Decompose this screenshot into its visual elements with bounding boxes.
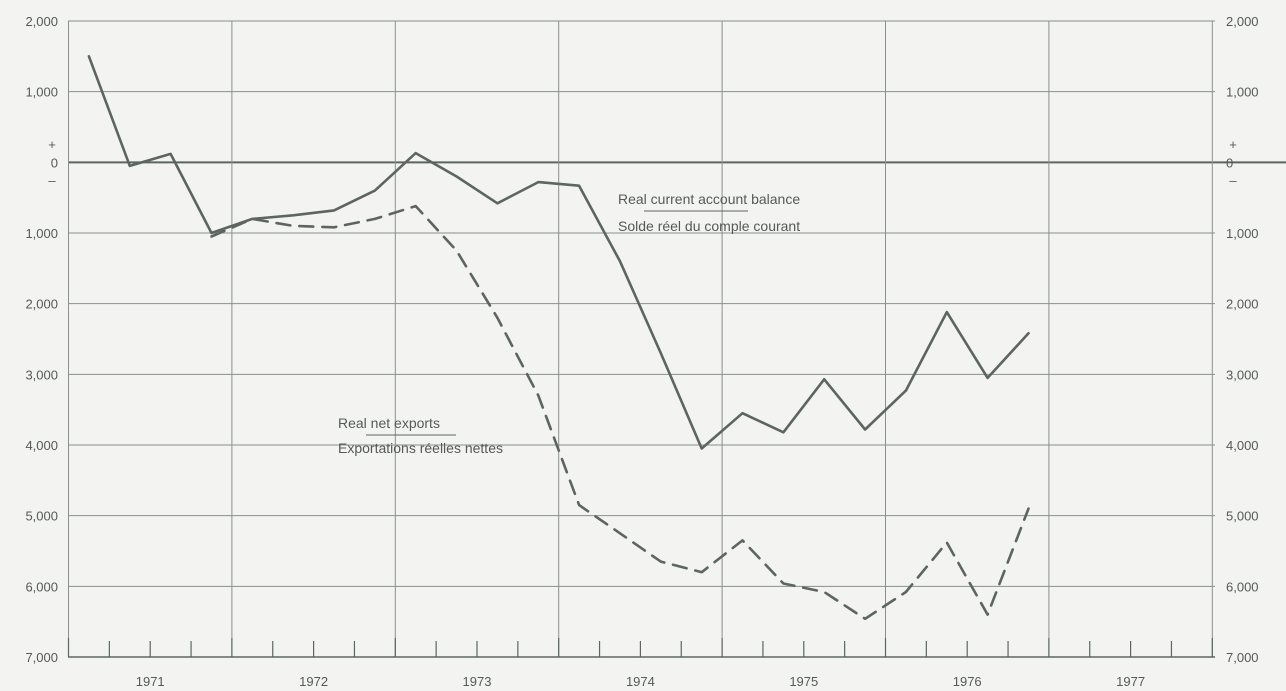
y-tick-label-left: 6,000 <box>25 579 58 594</box>
y-tick-label-left: 2,000 <box>25 14 58 29</box>
net-exports-label-fr: Exportations réelles nettes <box>338 440 503 456</box>
x-tick-label: 1972 <box>299 674 328 689</box>
net-exports-annotation: Real net exports Exportations réelles ne… <box>338 415 503 456</box>
y-tick-label-left: 4,000 <box>25 438 58 453</box>
plus-sign-right: + <box>1229 137 1237 152</box>
y-tick-label-right: 1,000 <box>1226 226 1259 241</box>
current-account-label-fr: Solde réel du comple courant <box>618 218 800 234</box>
y-tick-label-left: 1,000 <box>25 226 58 241</box>
minus-sign-right: – <box>1229 173 1237 188</box>
net-exports-label-en: Real net exports <box>338 415 440 431</box>
x-tick-label: 1973 <box>463 674 492 689</box>
y-tick-label-right: 1,000 <box>1226 85 1259 100</box>
minus-sign-left: – <box>48 173 56 188</box>
current-account-label-en: Real current account balance <box>618 191 800 207</box>
y-tick-label-right: 3,000 <box>1226 367 1259 382</box>
y-tick-label-left: 2,000 <box>25 297 58 312</box>
axes: 2,000 2,000 1,000 1,000 0 0 1,000 1,000 2,000 2,0… <box>25 14 1258 689</box>
y-tick-label-right: 2,000 <box>1226 297 1259 312</box>
x-tick-label: 1976 <box>953 674 982 689</box>
x-tick-label: 1975 <box>789 674 818 689</box>
y-tick-label-left: 5,000 <box>25 509 58 524</box>
y-tick-label-left: 3,000 <box>25 367 58 382</box>
plus-sign-left: + <box>48 137 56 152</box>
y-tick-label-right: 5,000 <box>1226 509 1259 524</box>
x-tick-label: 1971 <box>136 674 165 689</box>
y-tick-label-left: 7,000 <box>25 650 58 665</box>
current-account-annotation: Real current account balance Solde réel … <box>618 191 800 234</box>
series-lines <box>87 54 1030 621</box>
y-tick-label-right: 0 <box>1226 155 1233 170</box>
grid <box>68 20 1286 658</box>
y-tick-label-right: 6,000 <box>1226 579 1259 594</box>
net-exports-line <box>210 204 1030 621</box>
x-tick-label: 1977 <box>1116 674 1145 689</box>
y-tick-label-left: 0 <box>51 155 58 170</box>
y-tick-label-right: 7,000 <box>1226 650 1259 665</box>
y-tick-label-left: 1,000 <box>25 85 58 100</box>
x-tick-label: 1974 <box>626 674 655 689</box>
y-tick-label-right: 4,000 <box>1226 438 1259 453</box>
y-tick-label-right: 2,000 <box>1226 14 1259 29</box>
